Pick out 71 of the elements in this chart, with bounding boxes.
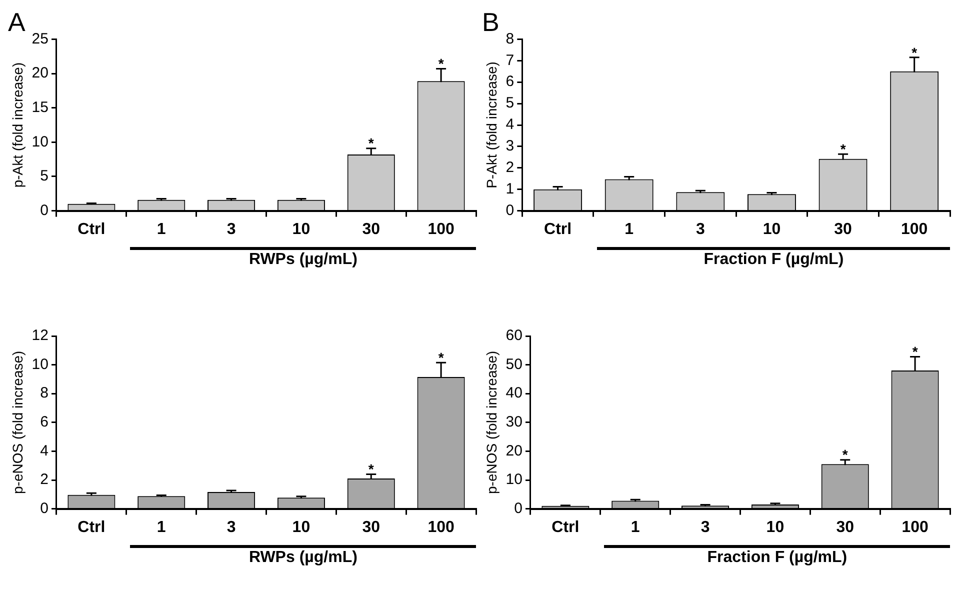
x-tick-label: 1 [624,220,634,238]
x-tick-label: Ctrl [78,518,106,536]
y-tick-label: 6 [506,73,514,90]
chart-title: A [8,6,26,37]
x-tick-label: 3 [226,518,236,536]
y-tick-label: 8 [40,384,48,402]
x-axis-title: RWPs (µg/mL) [248,250,358,269]
x-axis-title: RWPs (µg/mL) [248,548,358,567]
x-tick-label: 1 [156,518,166,536]
x-tick-label: 10 [292,220,310,238]
y-tick-label: 12 [32,327,48,344]
x-tick-label: 30 [362,220,380,238]
annotation: * [912,344,918,360]
annotation: * [438,350,444,366]
x-tick-label: 10 [292,518,310,536]
y-tick-label: 40 [506,384,522,402]
x-tick-label: Ctrl [78,220,106,238]
x-tick-label: 100 [428,220,454,238]
y-axis-title: p-eNOS (fold increase) [9,350,26,494]
y-tick-label: 4 [40,442,48,460]
y-axis-title: p-Akt (fold increase) [9,62,26,188]
y-tick-label: 10 [32,133,48,150]
x-tick-label: 100 [900,220,928,238]
x-tick-label: 30 [362,518,380,536]
y-tick-label: 2 [506,159,514,176]
x-axis-title: Fraction F (µg/mL) [706,548,848,567]
y-tick-label: 8 [506,30,514,48]
x-tick-label: 100 [902,518,928,536]
y-tick-label: 25 [32,30,48,48]
y-tick-label: 0 [506,202,514,219]
x-tick-label: 10 [766,518,784,536]
y-tick-label: 20 [506,442,522,460]
annotation: * [840,141,846,158]
y-tick-label: 10 [506,471,522,488]
y-tick-label: 30 [506,414,522,431]
y-tick-label: 3 [506,138,514,155]
y-tick-label: 5 [506,94,514,112]
y-axis-title: p-eNOS (fold increase) [483,350,500,494]
y-tick-label: 5 [40,168,48,185]
y-tick-label: 2 [40,471,48,488]
x-tick-label: 1 [156,220,166,238]
y-tick-label: 60 [506,327,522,344]
x-tick-label: Ctrl [552,518,580,536]
y-tick-label: 10 [32,356,48,373]
annotation: * [912,44,918,60]
x-tick-label: 100 [428,518,454,536]
x-tick-label: 3 [700,518,710,536]
y-tick-label: 50 [506,356,522,373]
x-tick-label: 10 [762,220,781,238]
y-tick-label: 0 [40,202,48,219]
y-tick-label: 20 [32,64,48,82]
x-tick-label: Ctrl [544,220,572,238]
y-tick-label: 15 [32,98,48,116]
x-axis-title: Fraction F (µg/mL) [702,250,845,269]
annotation: * [438,56,444,72]
x-tick-label: 30 [834,220,852,238]
y-tick-label: 0 [40,500,48,517]
y-tick-label: 0 [514,500,522,517]
annotation: * [368,461,374,478]
y-tick-label: 4 [506,116,514,134]
y-tick-label: 7 [506,52,514,69]
y-axis-title: P-Akt (fold increase) [483,62,500,188]
x-tick-label: 3 [696,220,705,238]
y-tick-label: 6 [40,414,48,431]
x-tick-label: 30 [836,518,854,536]
y-tick-label: 1 [506,180,514,198]
x-tick-label: 3 [226,220,236,238]
chart-title: B [482,6,500,37]
annotation: * [842,446,848,463]
x-tick-label: 1 [630,518,640,536]
annotation: * [368,135,374,152]
